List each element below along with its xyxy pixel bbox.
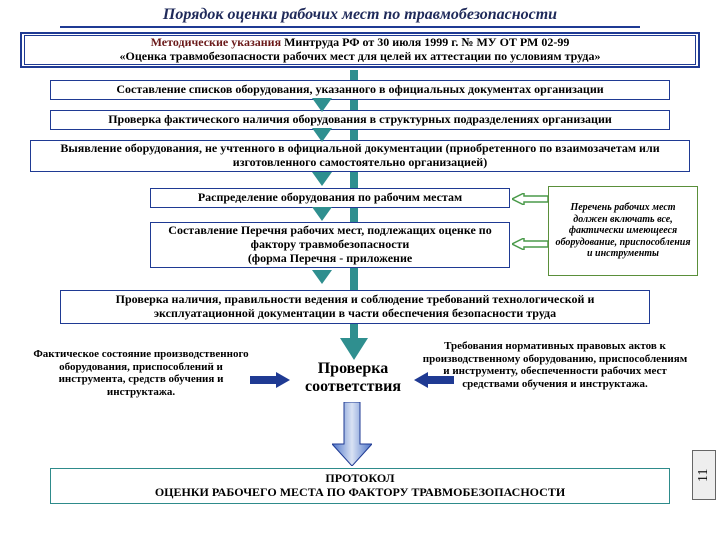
right-block: Требования нормативных правовых актов к … [420,340,690,391]
spec-maroon: Методические указания [151,35,281,49]
marker-1 [312,98,332,112]
nav-arrow-right [414,372,454,388]
side-note: Перечень рабочих мест должен включать вс… [548,186,698,276]
step-2: Проверка фактического наличия оборудован… [50,110,670,130]
marker-5 [312,270,332,284]
check-label: Проверка соответствия [288,360,418,397]
left-block: Фактическое состояние производственного … [26,348,256,399]
step-6: Проверка наличия, правильности ведения и… [60,290,650,324]
step-4: Распределение оборудования по рабочим ме… [150,188,510,208]
step-1: Составление списков оборудования, указан… [50,80,670,100]
marker-4 [312,207,332,221]
nav-arrow-left [250,372,290,388]
green-arrow-up [512,193,548,205]
protocol-box: ПРОТОКОЛ ОЦЕНКИ РАБОЧЕГО МЕСТА ПО ФАКТОР… [50,468,670,504]
spec-line1: Методические указания Минтруда РФ от 30 … [151,36,570,50]
green-arrow-down [512,238,548,250]
spec-box: Методические указания Минтруда РФ от 30 … [24,35,696,65]
step-5: Составление Перечня рабочих мест, подлеж… [150,222,510,268]
spec-line2: «Оценка травмобезопасности рабочих мест … [120,50,601,64]
step-3: Выявление оборудования, не учтенного в о… [30,140,690,172]
bottom-arrow [332,402,372,466]
marker-3 [312,172,332,186]
spec-rest: Минтруда РФ от 30 июля 1999 г. № МУ ОТ Р… [281,35,569,49]
title-underline [60,26,640,28]
page-number: 11 [692,450,716,500]
page-title: Порядок оценки рабочих мест по травмобез… [0,6,720,24]
marker-2 [312,128,332,142]
